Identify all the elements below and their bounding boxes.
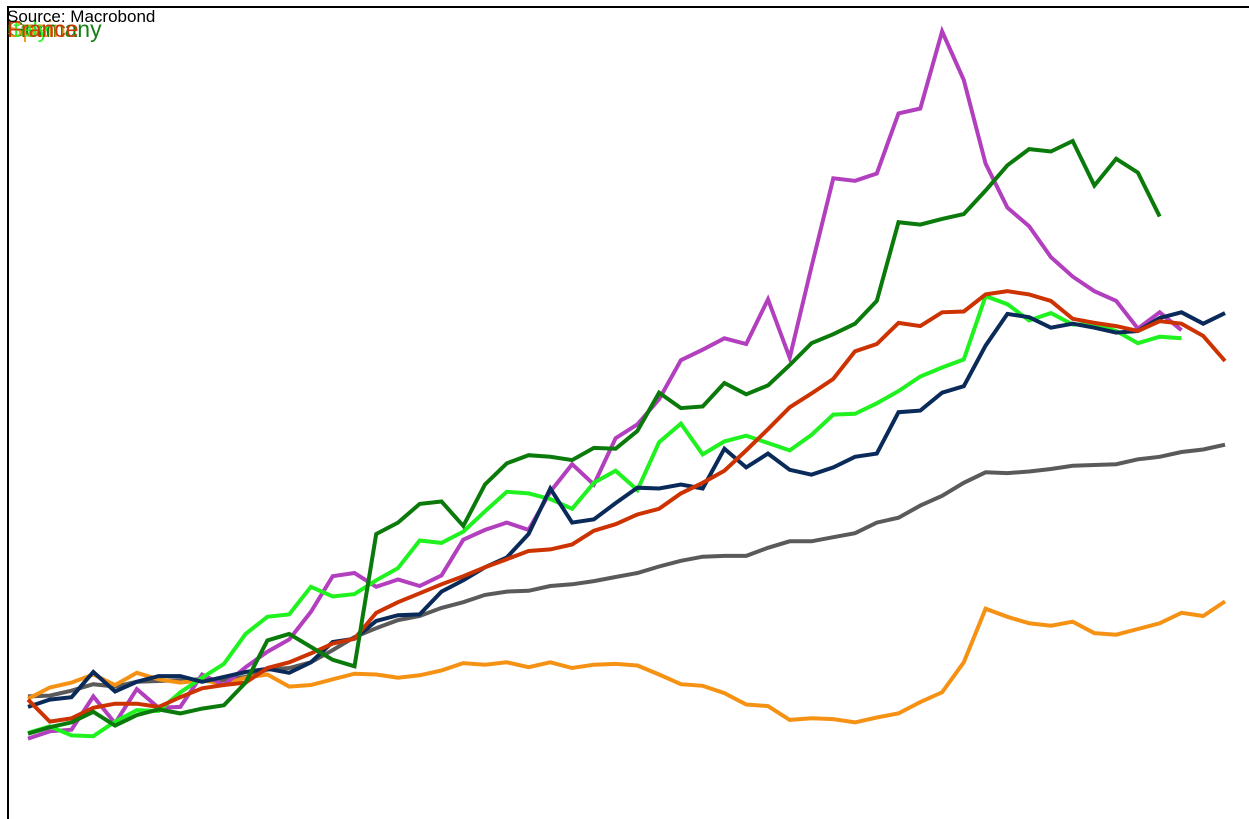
series-line-unlabeled-4: [27, 25, 1183, 741]
series-line-germany: [27, 138, 1162, 736]
series-line-unlabeled-5: [27, 310, 1226, 709]
legend-entry-spain: Spain: [7, 16, 66, 42]
series-line-france: [26, 289, 1227, 724]
chart-legend: Germany Spain Italy France: [7, 7, 207, 47]
series-line-italy: [27, 293, 1182, 739]
legend-entry-france: France: [7, 16, 79, 42]
series-layer: [26, 25, 1227, 741]
legend-entry-germany: Germany: [7, 16, 102, 42]
source-note: Source: Macrobond: [7, 7, 156, 26]
legend-entry-italy: Italy: [7, 16, 50, 42]
